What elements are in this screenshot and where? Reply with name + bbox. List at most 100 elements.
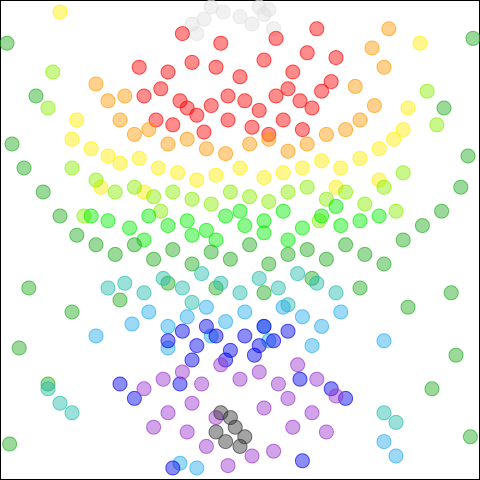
scatter-point (117, 275, 133, 291)
scatter-point (184, 294, 200, 310)
scatter-point (136, 184, 152, 200)
scatter-point (371, 208, 387, 224)
scatter-point (88, 172, 104, 188)
scatter-point (400, 299, 416, 315)
scatter-point (131, 59, 147, 75)
scatter-point (52, 208, 68, 224)
scatter-point (294, 220, 310, 236)
scatter-point (184, 227, 200, 243)
scatter-point (107, 184, 123, 200)
scatter-point (100, 280, 116, 296)
scatter-point (40, 376, 56, 392)
scatter-point (69, 227, 85, 243)
scatter-point (16, 160, 32, 176)
scatter-point (237, 328, 253, 344)
scatter-point (294, 160, 310, 176)
scatter-point (184, 256, 200, 272)
scatter-point (338, 390, 354, 406)
scatter-point (64, 131, 80, 147)
scatter-point (126, 126, 142, 142)
scatter-point (266, 443, 282, 459)
scatter-point (388, 203, 404, 219)
scatter-point (93, 179, 109, 195)
scatter-point (429, 117, 445, 133)
scatter-point (184, 352, 200, 368)
scatter-point (64, 160, 80, 176)
scatter-point (189, 107, 205, 123)
scatter-point (338, 237, 354, 253)
scatter-point (213, 35, 229, 51)
scatter-point (220, 112, 236, 128)
scatter-point (189, 338, 205, 354)
scatter-point (376, 256, 392, 272)
scatter-point (323, 381, 339, 397)
scatter-point (232, 9, 248, 25)
scatter-point (40, 100, 56, 116)
scatter-point (251, 102, 267, 118)
scatter-point (299, 45, 315, 61)
scatter-point (434, 203, 450, 219)
scatter-point (299, 242, 315, 258)
scatter-point (290, 357, 306, 373)
scatter-point (146, 251, 162, 267)
scatter-point (100, 93, 116, 109)
scatter-point (170, 165, 186, 181)
scatter-point (460, 148, 476, 164)
scatter-point (213, 405, 229, 421)
scatter-point (280, 143, 296, 159)
scatter-point (448, 347, 464, 363)
scatter-point (261, 126, 277, 142)
scatter-point (213, 357, 229, 373)
scatter-point (222, 251, 238, 267)
scatter-point (256, 400, 272, 416)
scatter-point (275, 112, 291, 128)
scatter-point (419, 83, 435, 99)
scatter-point (244, 16, 260, 32)
scatter-point (290, 266, 306, 282)
scatter-point (100, 148, 116, 164)
scatter-point (256, 52, 272, 68)
scatter-point (266, 21, 282, 37)
scatter-point (165, 460, 181, 476)
scatter-point (64, 304, 80, 320)
scatter-point (357, 246, 373, 262)
scatter-point (179, 213, 195, 229)
scatter-point (462, 429, 478, 445)
scatter-point (268, 30, 284, 46)
scatter-point (268, 88, 284, 104)
scatter-point (261, 131, 277, 147)
scatter-point (0, 35, 15, 51)
scatter-point (83, 141, 99, 157)
scatter-point (412, 35, 428, 51)
scatter-point (270, 376, 286, 392)
scatter-point (294, 309, 310, 325)
scatter-point (364, 40, 380, 56)
scatter-point (232, 203, 248, 219)
scatter-point (328, 50, 344, 66)
scatter-point (424, 381, 440, 397)
scatter-point (160, 318, 176, 334)
scatter-point (220, 458, 236, 474)
scatter-point (194, 376, 210, 392)
scatter-point (232, 160, 248, 176)
scatter-point (366, 98, 382, 114)
scatter-point (198, 141, 214, 157)
scatter-point (174, 280, 190, 296)
scatter-point (165, 184, 181, 200)
scatter-point (141, 304, 157, 320)
scatter-point (280, 232, 296, 248)
scatter-point (160, 64, 176, 80)
scatter-point (453, 179, 469, 195)
scatter-point (256, 213, 272, 229)
scatter-point (172, 455, 188, 471)
scatter-point (141, 122, 157, 138)
scatter-point (465, 30, 480, 46)
scatter-point (280, 184, 296, 200)
scatter-point (237, 93, 253, 109)
scatter-point (400, 100, 416, 116)
scatter-point (251, 364, 267, 380)
scatter-point (155, 371, 171, 387)
scatter-point (323, 74, 339, 90)
